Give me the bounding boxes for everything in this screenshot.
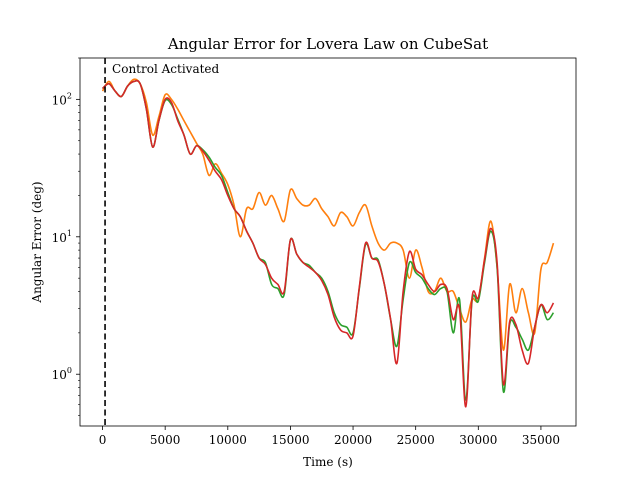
- x-tick-label: 10000: [209, 433, 247, 447]
- series-line-2: [102, 79, 555, 401]
- y-tick-label: 101: [52, 229, 72, 245]
- y-tick-label: 100: [52, 366, 72, 382]
- series-line-3: [102, 79, 555, 408]
- x-tick-label: 15000: [271, 433, 309, 447]
- x-tick-label: 30000: [459, 433, 497, 447]
- chart-title: Angular Error for Lovera Law on CubeSat: [167, 35, 488, 53]
- plot-area: 0 5000 10000 15000 20000 25000 30000 35000 100 10…: [52, 57, 577, 447]
- plot-frame: [79, 57, 577, 427]
- x-tick-label: 35000: [522, 433, 560, 447]
- y-axis-label: Angular Error (deg): [30, 181, 44, 303]
- control-activated-label: Control Activated: [112, 62, 219, 76]
- x-tick-label: 25000: [397, 433, 435, 447]
- x-tick-label: 0: [99, 433, 107, 447]
- series-line-1: [101, 78, 555, 351]
- x-axis-label: Time (s): [303, 455, 353, 469]
- y-tick-label: 102: [52, 91, 72, 107]
- x-tick-label: 20000: [334, 433, 372, 447]
- x-tick-label: 5000: [150, 433, 181, 447]
